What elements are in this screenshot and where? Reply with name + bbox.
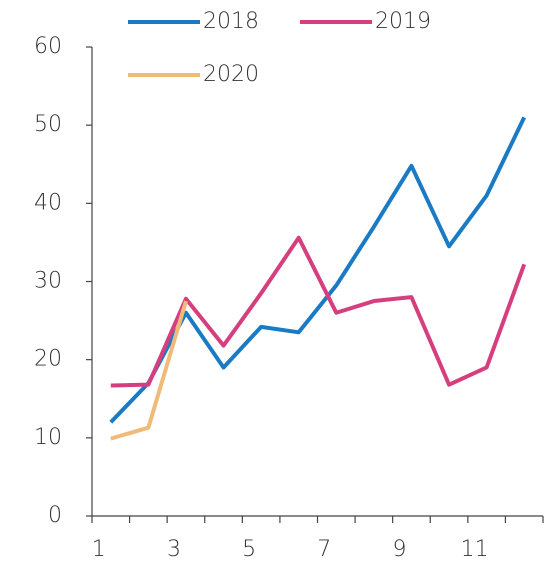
y-tick-label: 50 — [34, 112, 62, 137]
x-tick-label: 1 — [92, 537, 106, 562]
series-line — [110, 235, 527, 388]
x-tick-label: 5 — [242, 537, 256, 562]
legend-label: 2018 — [203, 9, 259, 34]
series-line — [110, 300, 188, 441]
x-tick-label: 9 — [392, 537, 406, 562]
y-tick-label: 40 — [34, 190, 62, 215]
legend-label: 2019 — [375, 9, 431, 34]
legend-label: 2020 — [203, 62, 259, 87]
x-tick-label: 7 — [317, 537, 331, 562]
y-tick-label: 30 — [34, 269, 62, 294]
y-tick-label: 10 — [34, 425, 62, 450]
y-tick-label: 20 — [34, 347, 62, 372]
x-tick-label: 3 — [167, 537, 181, 562]
y-tick-label: 0 — [48, 503, 62, 528]
y-tick-label: 60 — [34, 34, 62, 59]
x-tick-label: 11 — [461, 537, 489, 562]
